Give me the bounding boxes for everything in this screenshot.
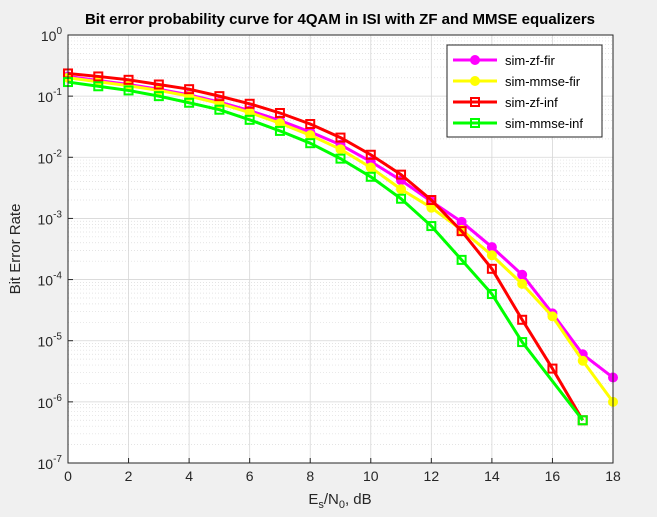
legend-label: sim-zf-fir xyxy=(505,53,555,68)
y-tick-label: 10-5 xyxy=(38,332,63,350)
x-axis-label: Es/N0, dB xyxy=(308,491,371,511)
series-sim-zf-inf xyxy=(63,68,588,426)
legend-marker xyxy=(470,55,480,65)
y-axis-label: Bit Error Rate xyxy=(7,204,24,295)
data-point xyxy=(517,337,528,348)
legend-label: sim-mmse-fir xyxy=(505,74,581,89)
data-point xyxy=(153,79,164,90)
data-point xyxy=(486,242,497,253)
legend-item: sim-zf-inf xyxy=(453,95,558,110)
data-point xyxy=(123,74,134,85)
data-point xyxy=(426,195,437,206)
data-point xyxy=(517,269,528,280)
data-point xyxy=(365,162,376,173)
data-point xyxy=(486,289,497,300)
legend-item: sim-mmse-fir xyxy=(453,74,581,89)
series-sim-mmse-inf xyxy=(63,77,588,426)
y-tick-label: 100 xyxy=(41,26,63,44)
y-tick-label: 10-6 xyxy=(38,393,63,411)
data-point xyxy=(244,114,255,125)
legend-label: sim-mmse-inf xyxy=(505,116,583,131)
data-point xyxy=(123,85,134,96)
data-point xyxy=(214,91,225,102)
data-point xyxy=(184,84,195,95)
data-point xyxy=(153,91,164,102)
data-point xyxy=(517,314,528,325)
x-tick-label: 16 xyxy=(545,468,561,484)
series-line xyxy=(67,71,585,422)
data-point xyxy=(305,119,316,130)
x-tick-label: 2 xyxy=(125,468,133,484)
y-tick-label: 10-2 xyxy=(38,148,63,166)
legend-marker xyxy=(470,118,480,128)
data-point xyxy=(577,355,588,366)
data-point xyxy=(396,184,407,195)
y-tick-label: 10-4 xyxy=(38,271,63,289)
data-point xyxy=(456,226,467,237)
y-tick-label: 10-3 xyxy=(38,209,63,227)
series-line xyxy=(67,80,584,422)
data-point xyxy=(547,363,558,374)
data-point xyxy=(396,169,407,180)
y-tick-label: 10-7 xyxy=(38,454,63,472)
data-point xyxy=(335,144,346,155)
x-tick-label: 0 xyxy=(64,468,72,484)
series-layer xyxy=(63,68,618,426)
data-point xyxy=(365,149,376,160)
data-point xyxy=(486,263,497,274)
legend-marker xyxy=(470,97,480,107)
x-tick-label: 18 xyxy=(605,468,621,484)
legend-item: sim-mmse-inf xyxy=(453,116,583,131)
x-tick-label: 10 xyxy=(363,468,379,484)
plot-frame xyxy=(67,34,614,464)
data-point xyxy=(396,193,407,204)
data-point xyxy=(335,132,346,143)
chart-title: Bit error probability curve for 4QAM in … xyxy=(85,11,595,28)
data-point xyxy=(456,254,467,265)
data-point xyxy=(184,97,195,108)
data-point xyxy=(426,221,437,232)
data-point xyxy=(274,125,285,136)
data-point xyxy=(305,138,316,149)
legend: sim-zf-fir sim-mmse-fir sim-zf-inf sim-mmse… xyxy=(446,44,603,138)
data-point xyxy=(365,171,376,182)
x-tick-label: 12 xyxy=(424,468,440,484)
data-point xyxy=(577,415,588,426)
legend-marker xyxy=(470,76,480,86)
data-point xyxy=(517,278,528,289)
legend-item: sim-zf-fir xyxy=(453,53,555,68)
data-point xyxy=(244,98,255,109)
x-tick-label: 8 xyxy=(306,468,314,484)
ticks: 10-7 10-6 10-5 10-4 10-3 10-2 10-1 100 0 2 4 6 8 10 12… xyxy=(38,26,621,484)
y-tick-label: 10-1 xyxy=(38,87,63,105)
x-tick-label: 4 xyxy=(185,468,193,484)
x-tick-label: 14 xyxy=(484,468,500,484)
data-point xyxy=(93,71,104,82)
legend-label: sim-zf-inf xyxy=(505,95,558,110)
data-point xyxy=(274,108,285,119)
data-point xyxy=(335,153,346,164)
data-point xyxy=(486,250,497,261)
data-point xyxy=(547,311,558,322)
data-point xyxy=(93,81,104,92)
x-tick-label: 6 xyxy=(246,468,254,484)
data-point xyxy=(214,104,225,115)
